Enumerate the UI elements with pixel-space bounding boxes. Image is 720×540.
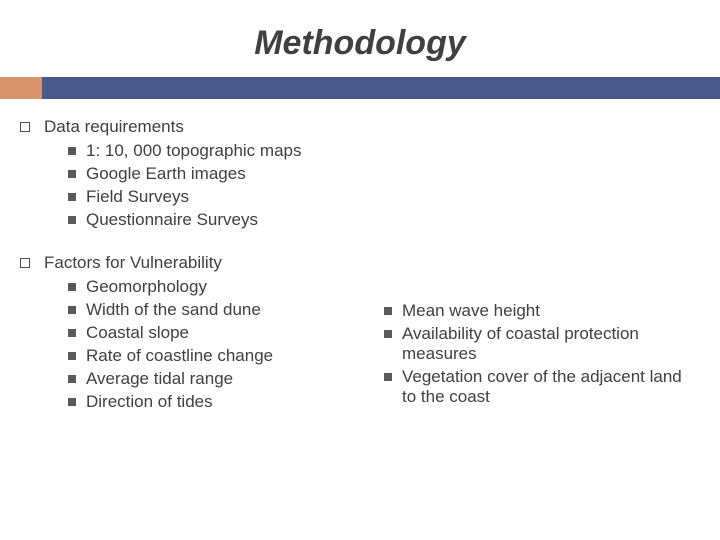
divider-bar — [0, 77, 720, 99]
list-item: Google Earth images — [68, 164, 720, 184]
list-item-text: Width of the sand dune — [86, 300, 261, 320]
filled-square-icon — [68, 306, 76, 314]
filled-square-icon — [68, 216, 76, 224]
list-item: Field Surveys — [68, 187, 720, 207]
filled-square-icon — [68, 398, 76, 406]
list-item: Width of the sand dune — [68, 300, 384, 320]
list-item: Coastal slope — [68, 323, 384, 343]
list-item-text: Rate of coastline change — [86, 346, 273, 366]
list-item: Geomorphology — [68, 277, 384, 297]
list-item: Rate of coastline change — [68, 346, 384, 366]
list-item-text: Mean wave height — [402, 301, 540, 321]
filled-square-icon — [384, 373, 392, 381]
list-item-text: Questionnaire Surveys — [86, 210, 258, 230]
list-item: Vegetation cover of the adjacent land to… — [384, 367, 684, 407]
section-factors-vulnerability: Factors for Vulnerability Geomorphology … — [20, 253, 720, 415]
slide-content: Data requirements 1: 10, 000 topographic… — [0, 99, 720, 415]
filled-square-icon — [68, 329, 76, 337]
list-item-text: Geomorphology — [86, 277, 207, 297]
list-item-text: Average tidal range — [86, 369, 233, 389]
filled-square-icon — [68, 193, 76, 201]
filled-square-icon — [68, 352, 76, 360]
list-item-text: Direction of tides — [86, 392, 213, 412]
list-item: Direction of tides — [68, 392, 384, 412]
list-item-text: Google Earth images — [86, 164, 246, 184]
slide-title: Methodology — [0, 0, 720, 77]
filled-square-icon — [68, 283, 76, 291]
list-item-text: Coastal slope — [86, 323, 189, 343]
divider-bar-accent — [0, 77, 42, 99]
list-item: Availability of coastal protection measu… — [384, 324, 684, 364]
filled-square-icon — [384, 330, 392, 338]
list-item-text: Field Surveys — [86, 187, 189, 207]
hollow-square-icon — [20, 122, 30, 132]
section-data-requirements: Data requirements 1: 10, 000 topographic… — [20, 117, 720, 233]
filled-square-icon — [68, 170, 76, 178]
list-item: Questionnaire Surveys — [68, 210, 720, 230]
section-label: Data requirements — [44, 117, 720, 137]
section-label: Factors for Vulnerability — [44, 253, 720, 273]
list-item: Average tidal range — [68, 369, 384, 389]
list-item-text: Availability of coastal protection measu… — [402, 324, 684, 364]
list-item-text: Vegetation cover of the adjacent land to… — [402, 367, 684, 407]
filled-square-icon — [68, 147, 76, 155]
hollow-square-icon — [20, 258, 30, 268]
list-item-text: 1: 10, 000 topographic maps — [86, 141, 301, 161]
list-item: 1: 10, 000 topographic maps — [68, 141, 720, 161]
filled-square-icon — [68, 375, 76, 383]
list-item: Mean wave height — [384, 301, 684, 321]
filled-square-icon — [384, 307, 392, 315]
